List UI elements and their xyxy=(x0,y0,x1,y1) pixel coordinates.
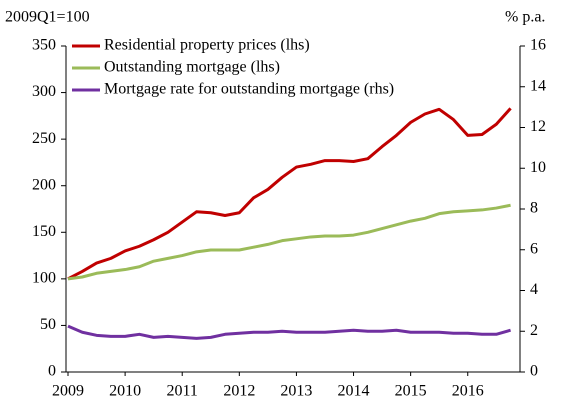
x-tick-label: 2010 xyxy=(109,383,141,400)
y-tick-label: 200 xyxy=(32,176,56,193)
series-line xyxy=(67,324,511,340)
y-tick-label: 300 xyxy=(32,83,56,100)
legend-label: Outstanding mortgage (lhs) xyxy=(104,59,280,76)
y2-tick-label: 2 xyxy=(530,322,538,339)
x-tick-label: 2009 xyxy=(52,383,84,400)
y2-tick-label: 10 xyxy=(530,159,546,176)
legend-label: Residential property prices (lhs) xyxy=(104,37,310,54)
y-tick-label: 100 xyxy=(32,270,56,287)
y-tick-label: 0 xyxy=(48,363,56,380)
y2-tick-label: 8 xyxy=(530,200,538,217)
y2-axis-title: % p.a. xyxy=(505,9,545,26)
x-tick-label: 2014 xyxy=(338,383,370,400)
y-tick-label: 50 xyxy=(40,316,56,333)
y-tick-label: 250 xyxy=(32,130,56,147)
x-tick-label: 2013 xyxy=(280,383,312,400)
x-tick-label: 2012 xyxy=(223,383,255,400)
y2-tick-label: 6 xyxy=(530,240,538,257)
y2-tick-label: 16 xyxy=(530,37,546,54)
series-line xyxy=(67,107,512,281)
x-tick-label: 2016 xyxy=(452,383,484,400)
x-tick-label: 2011 xyxy=(167,383,198,400)
y2-tick-label: 0 xyxy=(530,363,538,380)
y2-tick-label: 14 xyxy=(530,77,546,94)
y2-tick-label: 12 xyxy=(530,118,546,135)
y2-tick-label: 4 xyxy=(530,281,538,298)
x-tick-label: 2015 xyxy=(395,383,427,400)
y-tick-label: 150 xyxy=(32,223,56,240)
legend-label: Mortgage rate for outstanding mortgage (… xyxy=(104,81,394,98)
y-axis-title: 2009Q1=100 xyxy=(5,9,90,26)
y-tick-label: 350 xyxy=(32,37,56,54)
series-line xyxy=(67,203,511,281)
